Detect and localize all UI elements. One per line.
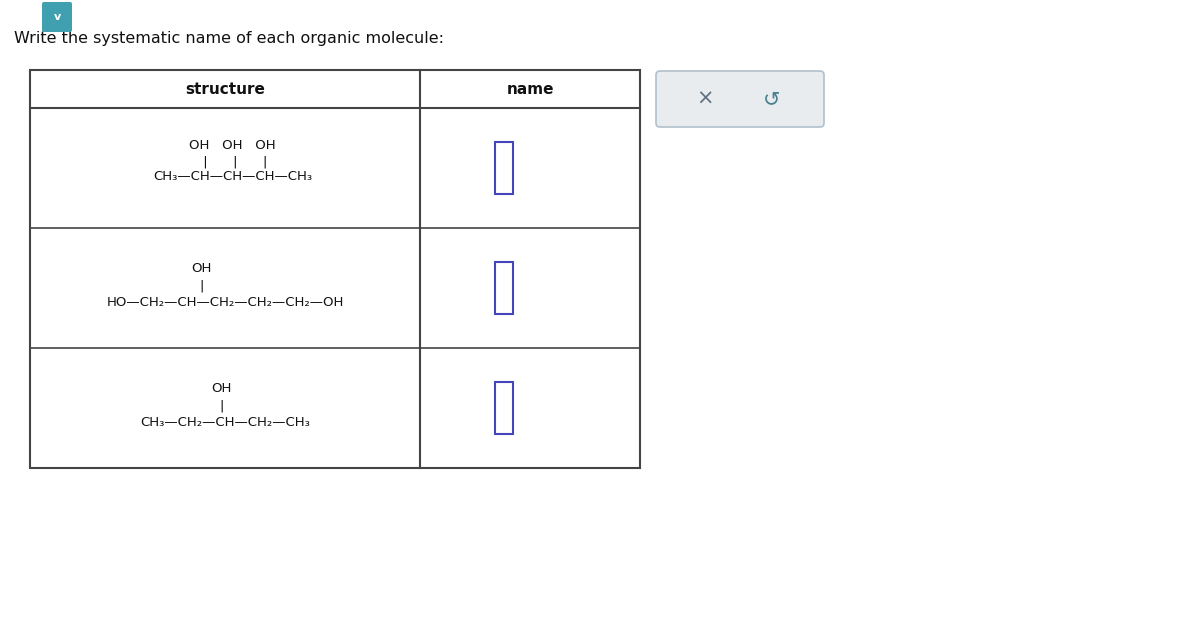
Text: |: |	[199, 280, 204, 293]
Text: CH₃—CH—CH—CH—CH₃: CH₃—CH—CH—CH—CH₃	[154, 169, 312, 183]
Text: HO—CH₂—CH—CH₂—CH₂—CH₂—OH: HO—CH₂—CH—CH₂—CH₂—CH₂—OH	[107, 296, 343, 309]
Text: OH   OH   OH: OH OH OH	[190, 139, 276, 152]
Text: |: |	[218, 400, 223, 413]
Text: v: v	[53, 12, 61, 22]
Text: ×: ×	[696, 89, 714, 109]
Bar	[30, 70, 640, 468]
Text: name: name	[506, 82, 553, 96]
Text: CH₃—CH₂—CH—CH₂—CH₃: CH₃—CH₂—CH—CH₂—CH₃	[140, 416, 310, 429]
Text: OH: OH	[211, 382, 232, 396]
Text: structure: structure	[185, 82, 265, 96]
FancyBboxPatch shape	[656, 71, 824, 127]
Text: OH: OH	[192, 262, 211, 275]
FancyBboxPatch shape	[42, 2, 72, 32]
Text: Write the systematic name of each organic molecule:: Write the systematic name of each organi…	[14, 30, 444, 46]
Bar	[494, 142, 512, 194]
Bar	[494, 382, 512, 434]
Text: |      |      |: | | |	[199, 156, 266, 169]
Text: ↺: ↺	[763, 89, 781, 109]
Bar	[494, 262, 512, 314]
